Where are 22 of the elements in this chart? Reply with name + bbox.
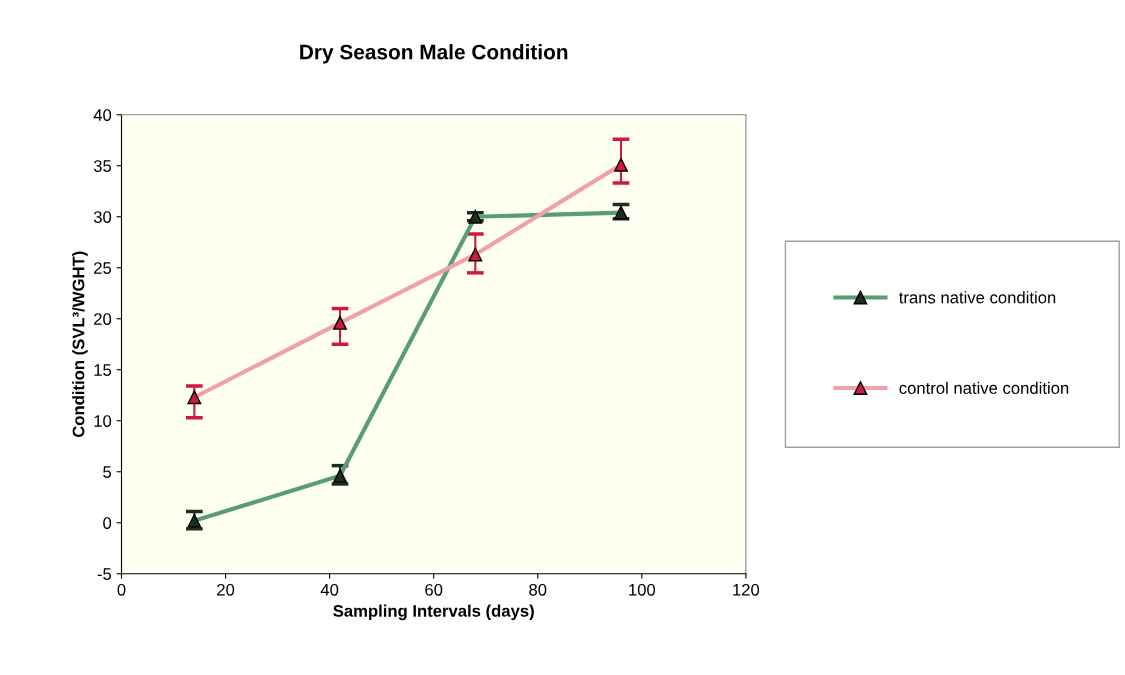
x-axis-title: Sampling Intervals (days) [333,604,534,621]
x-tick-label: 60 [425,583,443,596]
y-tick-label: 25 [94,262,112,274]
y-tick-label: 15 [94,364,112,376]
x-tick-label: 120 [733,583,760,596]
x-tick-label: 80 [529,583,547,596]
legend-label: control native condition [899,381,1069,394]
y-tick-label: 20 [94,313,112,325]
y-tick-label: 5 [103,466,112,478]
x-tick-label: 0 [117,583,126,596]
x-tick-label: 40 [320,583,339,596]
y-tick-label: 30 [93,211,112,223]
y-tick-label: -5 [97,568,112,580]
y-axis-title: Condition (SVL³/WGHT) [72,251,88,438]
x-tick-label: 100 [629,583,656,596]
chart-title: Dry Season Male Condition [300,44,568,64]
y-tick-label: 10 [94,415,112,427]
x-tick-label: 20 [217,583,235,596]
y-tick-label: 35 [93,160,112,172]
y-tick-label: 40 [93,109,112,121]
y-tick-label: 0 [103,517,112,529]
legend-label: trans native condition [899,291,1056,304]
